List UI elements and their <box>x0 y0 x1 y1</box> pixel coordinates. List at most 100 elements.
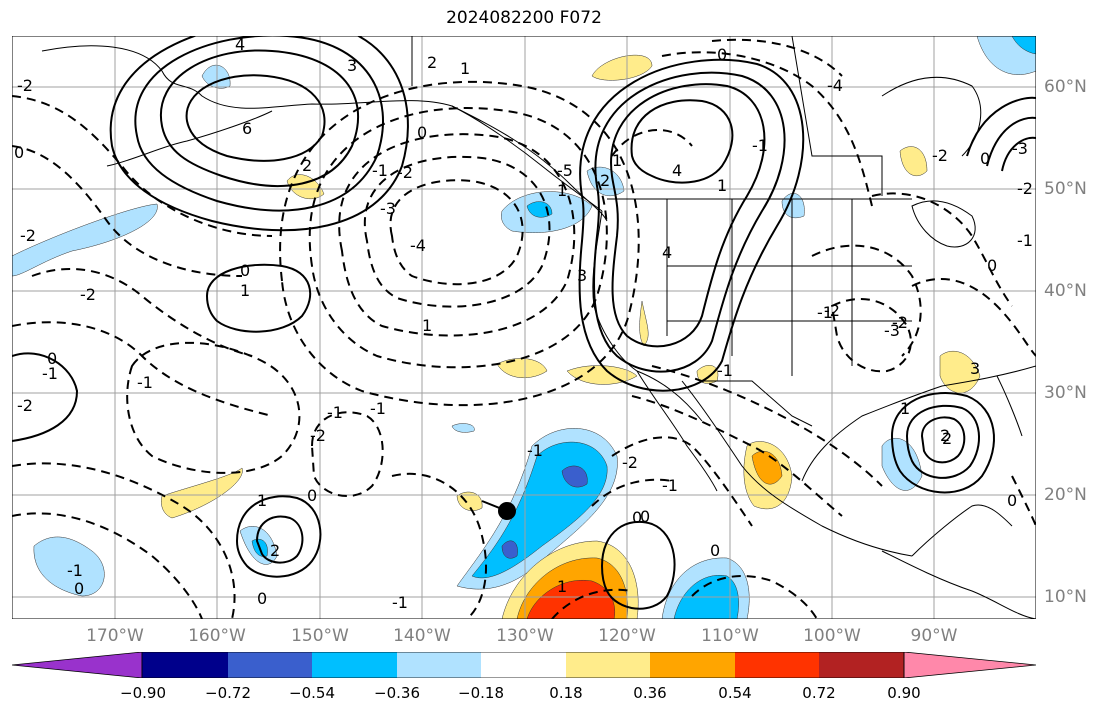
contour-label: 0 <box>640 507 650 526</box>
central-america <box>881 550 1036 619</box>
longitude-label: 170°W <box>86 626 144 646</box>
negative-anomaly-region <box>526 201 553 218</box>
contour-label: 6 <box>242 119 252 138</box>
latitude-label: 50°N <box>1044 179 1087 199</box>
contour-label: 0 <box>710 541 720 560</box>
negative-contour <box>871 192 1013 307</box>
positive-contour <box>592 71 786 373</box>
negative-contour <box>31 267 253 357</box>
positive-anomaly-region <box>591 54 653 81</box>
contour-label: 1 <box>717 176 727 195</box>
negative-anomaly-region <box>1011 36 1036 55</box>
colorbar-tick-label: 0.72 <box>802 684 836 702</box>
contour-label: 2 <box>427 53 437 72</box>
positive-contour <box>966 96 1036 157</box>
contour-label: -2 <box>17 76 33 95</box>
florida <box>996 375 1023 437</box>
contour-label: -1 <box>372 161 388 180</box>
contour-label: -2 <box>824 301 840 320</box>
positive-anomaly-region <box>899 146 928 176</box>
negative-contour <box>661 51 873 207</box>
map-title: 2024082200 F072 <box>446 8 602 28</box>
contour-label: -2 <box>397 163 413 182</box>
negative-contour <box>391 472 488 619</box>
contour-label: 0 <box>240 261 250 280</box>
contour-label: -4 <box>827 76 843 95</box>
contour-label: 3 <box>577 266 587 285</box>
contour-label: -1 <box>137 373 153 392</box>
contour-label: -2 <box>17 396 33 415</box>
negative-anomaly-region <box>501 540 518 559</box>
colorbar-tick-label: −0.72 <box>205 684 251 702</box>
colorbar-segment <box>397 652 481 678</box>
longitude-label: 100°W <box>803 626 861 646</box>
latitude-label: 10°N <box>1044 587 1087 607</box>
contour-label: -3 <box>380 199 396 218</box>
positive-contour <box>205 263 312 333</box>
contour-label: 1 <box>422 316 432 335</box>
colorbar-segment <box>228 652 312 678</box>
contour-label: -1 <box>817 303 833 322</box>
contour-label: -4 <box>410 236 426 255</box>
contour-label: -1 <box>527 441 543 460</box>
contour-label: 4 <box>235 36 245 54</box>
contour-label: -3 <box>884 321 900 340</box>
contour-label: -3 <box>1012 139 1028 158</box>
contour-label: 4 <box>672 161 682 180</box>
positive-contour <box>109 36 409 232</box>
latitude-label: 60°N <box>1044 77 1087 97</box>
positive-contour <box>905 404 981 479</box>
storm-center-marker <box>481 500 516 520</box>
contour-label: -1 <box>370 399 386 418</box>
map-panel: 4 3 6 2 2 1 0 -1 -2 -3 -4 -5 -2 0 1 -2 0… <box>12 36 1036 619</box>
contour-label: -5 <box>557 161 573 180</box>
colorbar-segment <box>819 652 904 678</box>
contour-label: 2 <box>940 426 950 445</box>
contour-label: 0 <box>74 579 84 598</box>
contour-label: 2 <box>942 429 952 448</box>
baja-california <box>636 370 718 492</box>
contour-label: -1 <box>717 361 733 380</box>
yucatan <box>911 504 1013 557</box>
contour-label: 1 <box>900 399 910 418</box>
contour-label: -1 <box>752 136 768 155</box>
contour-label: 3 <box>970 359 980 378</box>
contour-label: -2 <box>80 285 96 304</box>
contour-label: 0 <box>980 149 990 168</box>
positive-anomaly-region <box>456 491 483 511</box>
positive-contour <box>986 116 1036 167</box>
contour-label: -1 <box>392 593 408 612</box>
contour-label: 2 <box>600 171 610 190</box>
longitude-label: 140°W <box>393 626 451 646</box>
colorbar-tick-label: −0.54 <box>289 684 335 702</box>
contour-label: -1 <box>327 403 343 422</box>
negative-contour <box>691 575 818 619</box>
latitude-label: 30°N <box>1044 383 1087 403</box>
negative-contour <box>126 341 301 474</box>
contour-label: 0 <box>987 256 997 275</box>
positive-contour <box>920 416 966 464</box>
colorbar-tick-label: 0.18 <box>549 684 583 702</box>
positive-contour <box>890 391 995 494</box>
longitude-label: 130°W <box>496 626 554 646</box>
colorbar-tick-label: −0.18 <box>458 684 504 702</box>
colorbar-segment <box>735 652 819 678</box>
graticule <box>12 36 1036 619</box>
contour-label: -1 <box>42 364 58 383</box>
negative-contour <box>811 244 922 357</box>
negative-anomaly-region <box>561 465 588 488</box>
contour-label: 1 <box>257 491 267 510</box>
colorbar-segment <box>142 652 228 678</box>
negative-contour <box>591 478 673 507</box>
storm-center-dot <box>498 502 516 520</box>
negative-anomaly-region <box>451 423 475 433</box>
colorbar-tick-label: 0.90 <box>887 684 921 702</box>
contour-labels: 4 3 6 2 2 1 0 -1 -2 -3 -4 -5 -2 0 1 -2 0… <box>14 36 1033 612</box>
longitude-label: 120°W <box>598 626 656 646</box>
colorbar-segment <box>481 652 566 678</box>
contour-label: 0 <box>632 508 642 527</box>
colorbar-segment <box>312 652 397 678</box>
positive-contour <box>134 36 384 212</box>
positive-contour <box>630 99 734 184</box>
negative-contour <box>830 297 912 373</box>
